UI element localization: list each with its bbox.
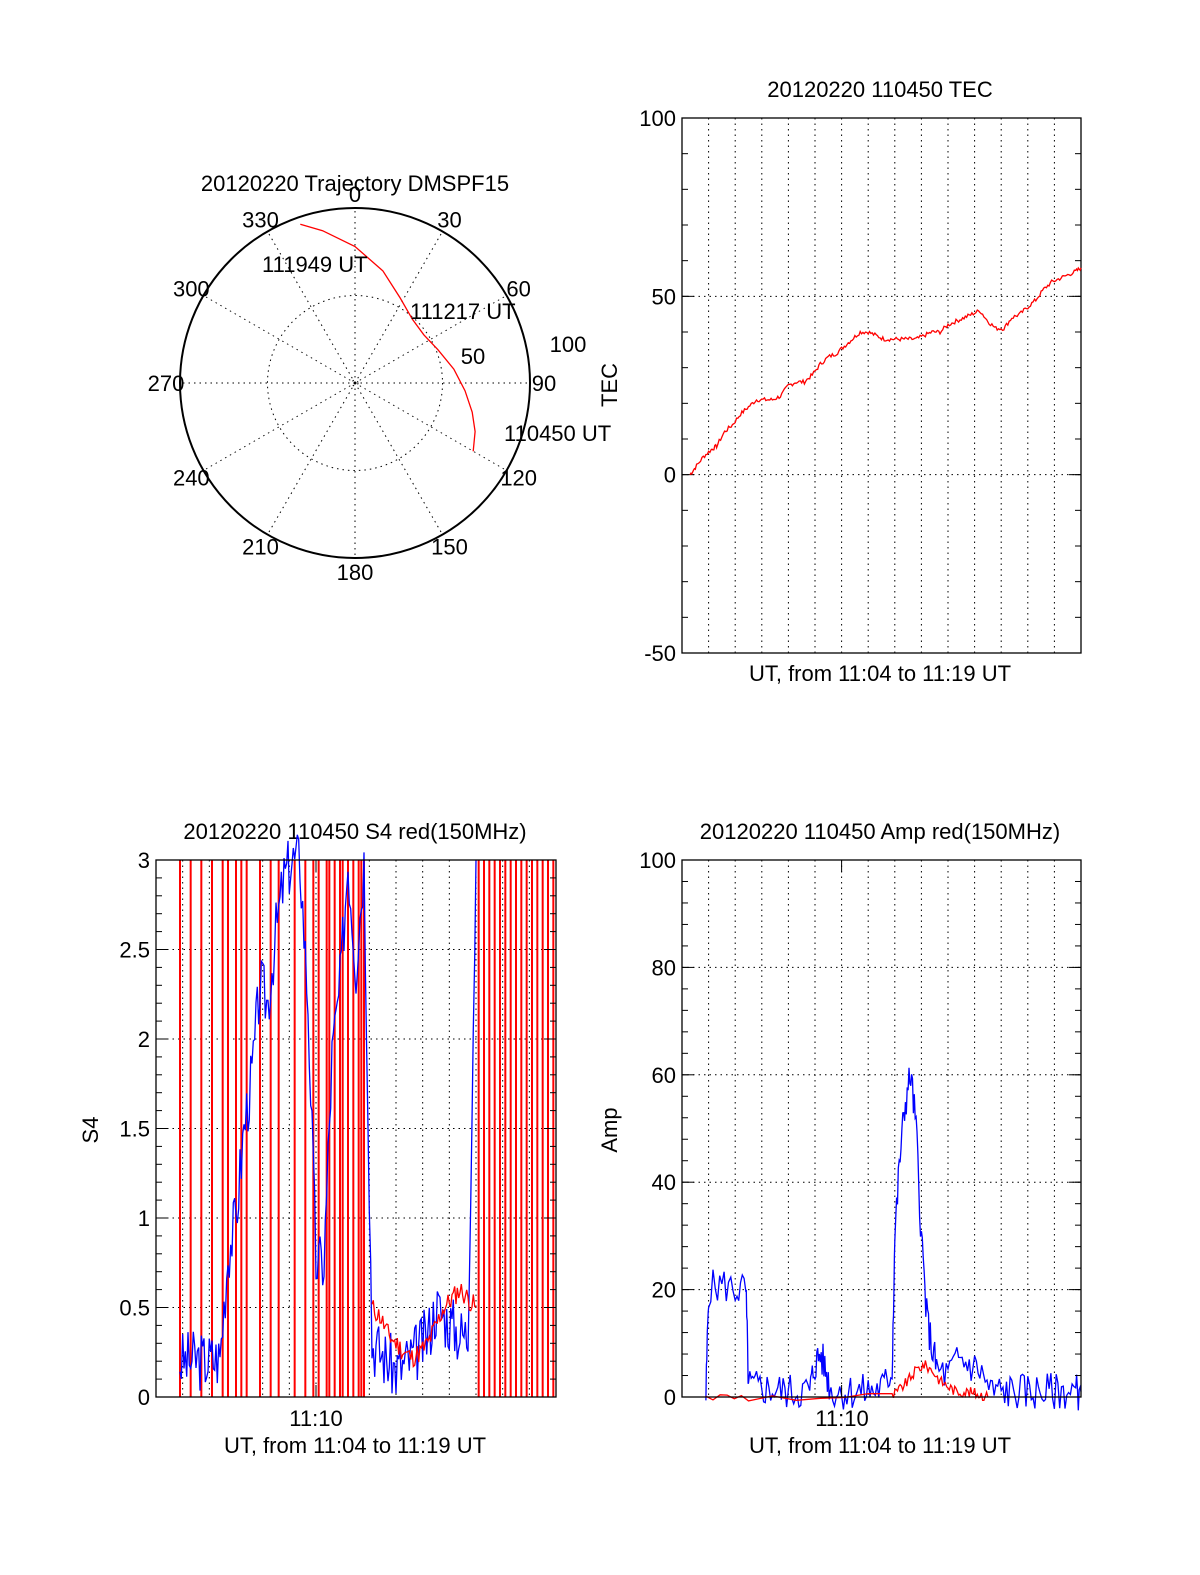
azimuth-label: 240	[173, 466, 210, 491]
chart-title: 20120220 110450 S4 red(150MHz)	[183, 819, 526, 844]
azimuth-label: 30	[437, 207, 461, 232]
polar-spoke	[203, 382, 356, 471]
y-tick-label: 0	[664, 463, 676, 488]
y-tick-label: 1	[138, 1206, 150, 1231]
y-tick-label: 20	[652, 1278, 676, 1303]
y-tick-label: 100	[639, 848, 676, 873]
azimuth-label: 60	[506, 277, 530, 302]
y-tick-label: 2	[138, 1027, 150, 1052]
s4-chart: 20120220 110450 S4 red(150MHz) 0 0.5 1 1.5 2…	[78, 819, 557, 1458]
azimuth-label: 0	[349, 182, 361, 207]
x-axis-label: UT, from 11:04 to 11:19 UT	[749, 1433, 1011, 1458]
annotation-111949: 111949 UT	[262, 252, 368, 277]
plot-frame	[681, 859, 1082, 1398]
y-tick-label: 80	[652, 955, 676, 980]
s4-red-series-line	[371, 1284, 477, 1369]
y-tick-label: 0.5	[119, 1296, 150, 1321]
polar-center-mark	[351, 379, 359, 387]
y-axis-label: S4	[78, 1117, 103, 1144]
polar-outer-circle	[179, 207, 531, 559]
polar-spoke	[354, 382, 443, 535]
y-tick-label: 1.5	[119, 1117, 150, 1142]
chart-title: 20120220 110450 TEC	[767, 77, 993, 102]
annotation-110450: 110450 UT	[504, 421, 611, 446]
azimuth-label: 330	[242, 207, 279, 232]
y-tick-label: 100	[639, 106, 676, 131]
y-tick-label: 40	[652, 1170, 676, 1195]
x-tick-label: 11:10	[815, 1406, 868, 1431]
y-tick-label: 3	[138, 848, 150, 873]
y-tick-label: 0	[138, 1385, 150, 1410]
y-axis-label: Amp	[597, 1107, 622, 1152]
azimuth-label: 90	[532, 371, 556, 396]
amp-chart: 20120220 110450 Amp red(150MHz) 0 20 40 60 8…	[597, 819, 1082, 1458]
y-tick-label: 50	[652, 284, 676, 309]
x-tick-label: 11:10	[289, 1406, 342, 1431]
chart-title: 20120220 110450 Amp red(150MHz)	[700, 819, 1060, 844]
x-axis-label: UT, from 11:04 to 11:19 UT	[749, 661, 1011, 686]
trajectory-polar-chart: 20120220 Trajectory DMSPF15 0 30 60 90 120 15…	[148, 171, 612, 585]
polar-spoke	[267, 382, 356, 535]
plot-frame	[681, 117, 1082, 654]
y-tick-label: -50	[644, 641, 676, 666]
azimuth-label: 150	[431, 535, 468, 560]
azimuth-label: 270	[148, 371, 185, 396]
y-tick-label: 60	[652, 1063, 676, 1088]
polar-grid-circle	[267, 295, 443, 471]
x-axis-label: UT, from 11:04 to 11:19 UT	[224, 1433, 486, 1458]
radius-label: 50	[461, 344, 485, 369]
y-tick-label: 0	[664, 1385, 676, 1410]
azimuth-label: 300	[173, 277, 210, 302]
s4-blue-series-line	[179, 834, 477, 1394]
polar-spoke	[354, 382, 507, 471]
chart-title: 20120220 Trajectory DMSPF15	[201, 171, 509, 196]
y-tick-label: 2.5	[119, 938, 150, 963]
radius-label: 100	[550, 332, 587, 357]
y-axis-label: TEC	[597, 363, 622, 407]
annotation-111217: 111217 UT	[410, 299, 516, 324]
tec-chart: 20120220 110450 TEC -50 0 50 100 UT, from 1…	[597, 77, 1082, 686]
plot-frame	[155, 859, 557, 1398]
amp-blue-series-line	[705, 1067, 1082, 1411]
azimuth-label: 180	[337, 560, 374, 585]
trajectory-line	[300, 223, 476, 452]
azimuth-label: 120	[500, 466, 537, 491]
tec-series-line	[689, 266, 1082, 476]
azimuth-label: 210	[242, 535, 279, 560]
